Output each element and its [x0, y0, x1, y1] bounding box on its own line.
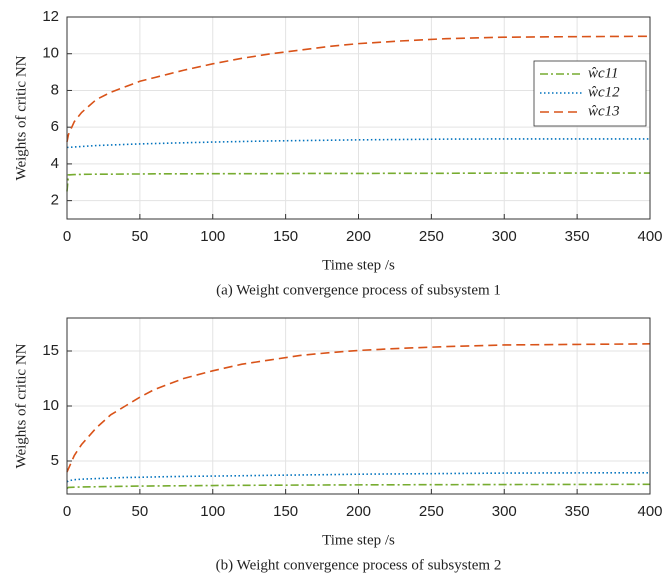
x-tick-label: 200 [346, 503, 371, 520]
x-tick-label: 350 [565, 228, 590, 245]
y-tick-label: 10 [42, 45, 59, 62]
series-line [67, 138, 650, 149]
y-tick-label: 2 [51, 192, 59, 209]
x-tick-label: 400 [637, 503, 662, 520]
x-axis-label: Time step /s [322, 532, 395, 548]
x-tick-label: 0 [63, 228, 71, 245]
legend-label: ŵc11 [588, 65, 619, 81]
y-tick-label: 10 [42, 397, 59, 414]
axes-box [66, 16, 651, 220]
x-tick-label: 300 [492, 228, 517, 245]
y-tick-label: 8 [51, 81, 59, 98]
y-tick-label: 12 [42, 8, 59, 25]
x-tick-label: 250 [419, 503, 444, 520]
axes-box [66, 317, 651, 495]
y-tick-label: 15 [42, 342, 59, 359]
x-tick-label: 300 [492, 503, 517, 520]
x-tick-label: 150 [273, 503, 298, 520]
legend-label: ŵc13 [588, 103, 620, 119]
y-axis-label: Weights of critic NN [13, 55, 29, 180]
legend-label: ŵc12 [588, 84, 620, 100]
series-line [66, 343, 651, 473]
x-tick-label: 0 [63, 503, 71, 520]
x-tick-label: 150 [273, 228, 298, 245]
y-axis-label: Weights of critic NN [13, 343, 29, 468]
y-tick-label: 5 [51, 452, 59, 469]
caption: (a) Weight convergence process of subsys… [216, 282, 501, 298]
x-tick-label: 50 [132, 503, 149, 520]
x-tick-label: 50 [132, 228, 149, 245]
series-line [66, 35, 651, 143]
y-tick-label: 6 [51, 118, 59, 135]
x-tick-label: 100 [200, 228, 225, 245]
x-tick-label: 350 [565, 503, 590, 520]
x-tick-label: 250 [419, 228, 444, 245]
x-tick-label: 100 [200, 503, 225, 520]
x-tick-label: 400 [637, 228, 662, 245]
series-line [66, 172, 650, 192]
x-axis-label: Time step /s [322, 257, 395, 273]
x-tick-label: 200 [346, 228, 371, 245]
caption: (b) Weight convergence process of subsys… [216, 557, 502, 573]
y-tick-label: 4 [51, 155, 59, 172]
series-line [66, 483, 651, 490]
